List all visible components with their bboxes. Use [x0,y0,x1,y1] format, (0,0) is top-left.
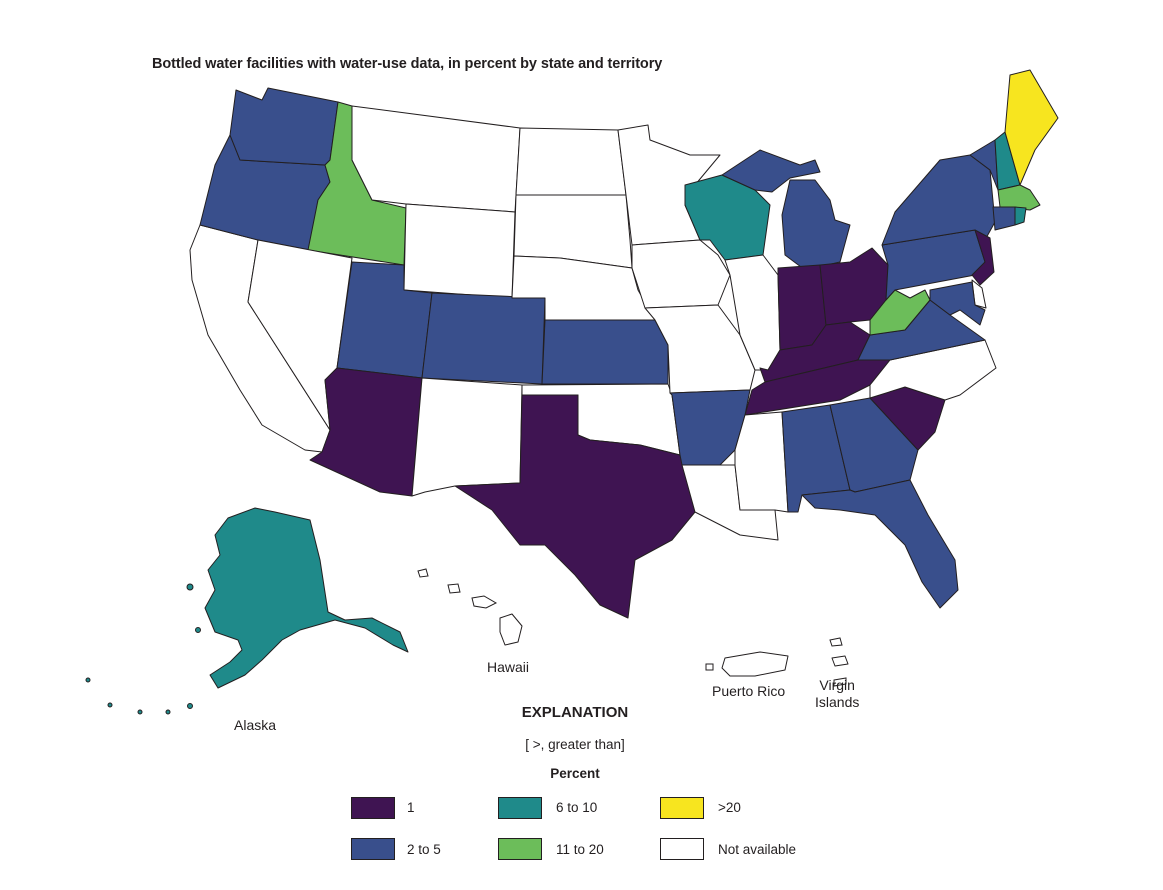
state-colorado[interactable] [421,292,546,385]
legend-label-not-available: Not available [718,842,797,857]
explanation-unit: Percent [550,766,600,781]
state-new-jersey[interactable] [971,229,995,286]
state-hawaii[interactable] [499,613,523,646]
state-wyoming[interactable] [403,203,516,299]
state-michigan[interactable] [781,179,851,271]
label-hawaii: Hawaii [487,659,530,675]
vi-island-stthomas [833,677,847,687]
legend-swatch-1 [351,797,395,819]
legend-label-6-to-10: 6 to 10 [556,800,598,815]
legend-swatch-11-to-20 [498,838,542,860]
explanation-heading: EXPLANATION [521,704,629,721]
vi-island-stcroix [829,637,843,647]
label-virgin-islands-line1: Virgin [819,677,855,693]
state-washington[interactable] [229,87,339,166]
state-massachusetts[interactable] [997,184,1041,211]
legend-label-11-to-20: 11 to 20 [556,842,604,857]
territory-puerto-rico[interactable] [721,651,789,677]
pr-island-vieques [705,663,714,671]
label-puerto-rico: Puerto Rico [712,683,786,699]
state-alaska[interactable] [204,507,409,689]
legend-swatch-gt20 [660,797,704,819]
state-texas[interactable] [454,394,696,619]
state-mississippi[interactable] [734,411,789,513]
legend-swatch-2-to-5 [351,838,395,860]
state-new-mexico[interactable] [411,377,523,497]
state-montana[interactable] [351,105,521,213]
state-florida[interactable] [801,479,959,609]
state-north-carolina[interactable] [869,339,997,401]
legend-swatch-6-to-10 [498,797,542,819]
legend-swatch-not-available [660,838,704,860]
label-virgin-islands: Virgin Islands [815,677,859,711]
legend-label-1: 1 [407,800,415,815]
explanation-note: [ >, greater than] [525,737,625,752]
state-kansas[interactable] [541,319,669,385]
label-alaska: Alaska [234,717,277,733]
state-iowa[interactable] [631,239,731,309]
state-michigan-upper[interactable] [721,149,821,193]
hawaii-island-oahu [447,583,461,594]
state-maryland[interactable] [929,281,986,326]
state-rhode-island[interactable] [1014,206,1027,226]
label-virgin-islands-line2: Islands [815,694,860,710]
hawaii-island-maui [471,595,498,609]
legend-label-2-to-5: 2 to 5 [407,842,441,857]
state-north-dakota[interactable] [515,127,627,196]
hawaii-island-kauai [417,568,429,578]
legend-label-gt20: >20 [718,800,741,815]
map-title: Bottled water facilities with water-use … [152,56,663,72]
state-connecticut[interactable] [992,206,1016,231]
territory-virgin-islands[interactable] [831,655,849,667]
